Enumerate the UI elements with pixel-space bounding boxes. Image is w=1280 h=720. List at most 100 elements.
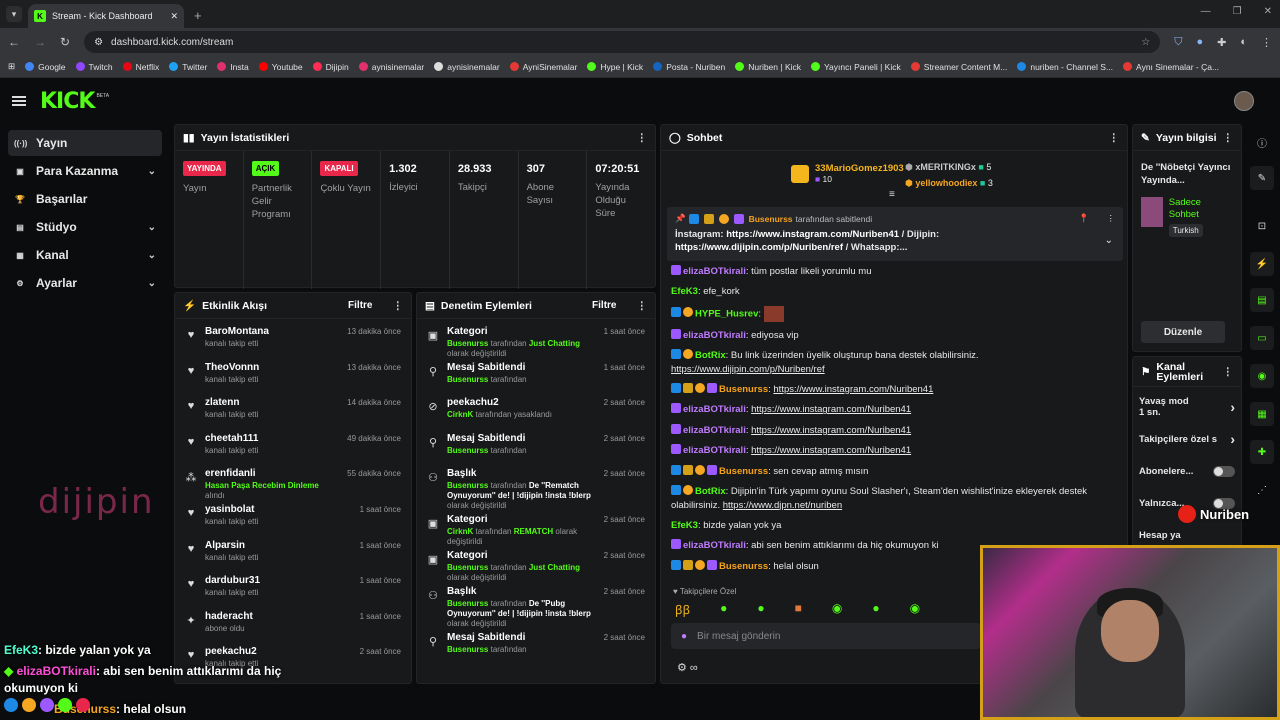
- chat-username[interactable]: Busenurss: [719, 560, 769, 572]
- unpin-icon[interactable]: 📍: [1078, 213, 1090, 223]
- browser-tab[interactable]: K Stream - Kick Dashboard ✕: [28, 4, 184, 28]
- activity-username[interactable]: TheoVonnn: [205, 361, 260, 373]
- pinned-link-dijipin[interactable]: https://www.dijipin.com/p/Nuriben/ref: [675, 242, 844, 253]
- bookmark-item[interactable]: Twitter: [169, 62, 207, 72]
- emote-3-icon[interactable]: ●: [757, 601, 765, 615]
- new-tab-icon[interactable]: +: [194, 8, 202, 23]
- activity-username[interactable]: peekachu2: [205, 646, 257, 658]
- site-info-icon[interactable]: ⚙: [94, 36, 104, 48]
- activity-more-icon[interactable]: ⋮: [392, 299, 404, 312]
- stream-info-more-icon[interactable]: ⋮: [1222, 131, 1234, 144]
- chat-username[interactable]: EfeK3: [671, 286, 698, 298]
- chat-username[interactable]: BotRix: [695, 485, 726, 497]
- emote-1-icon[interactable]: ꞵꞵ: [675, 603, 691, 617]
- bookmark-item[interactable]: Netflix: [122, 62, 159, 72]
- chat-settings-icon[interactable]: ⚙ ∞: [677, 662, 698, 674]
- bookmark-item[interactable]: Posta - Nuriben: [653, 62, 725, 72]
- close-window-icon[interactable]: ✕: [1263, 6, 1272, 17]
- chat-link[interactable]: https://www.instagram.com/Nuriben41: [751, 404, 912, 416]
- bookmark-item[interactable]: Yayıncı Paneli | Kick: [811, 62, 901, 72]
- chat-username[interactable]: elizaBOTkirali: [683, 329, 746, 341]
- emote-5-icon[interactable]: ◉: [831, 601, 843, 615]
- chat-link[interactable]: https://www.instagram.com/Nuriben41: [751, 445, 912, 457]
- bookmark-star-icon[interactable]: ☆: [1141, 36, 1151, 48]
- sidebar-item-başarılar[interactable]: 🏆 Başarılar: [8, 186, 162, 212]
- activity-username[interactable]: BaroMontana: [205, 326, 269, 337]
- chat-username[interactable]: elizaBOTkirali: [683, 266, 746, 277]
- activity-username[interactable]: erenfidanli: [205, 468, 256, 480]
- chat-link[interactable]: https://www.djpn.net/nuriben: [722, 499, 843, 511]
- activity-username[interactable]: yasinbolat: [205, 503, 255, 515]
- chat-bubble-icon[interactable]: ▭: [1250, 326, 1274, 350]
- back-icon[interactable]: ←: [8, 35, 20, 49]
- channel-action-item[interactable]: Abonelere...: [1139, 455, 1235, 487]
- chat-username[interactable]: Busenurss: [719, 465, 769, 477]
- bookmark-item[interactable]: aynisinemalar: [434, 62, 500, 72]
- bookmark-item[interactable]: Hype | Kick: [587, 62, 643, 72]
- extra-icon[interactable]: ⋰: [1257, 484, 1267, 496]
- profile-icon[interactable]: ◐: [1240, 35, 1247, 48]
- pinned-link-instagram[interactable]: https://www.instagram.com/Nuriben41: [726, 229, 900, 240]
- channel-action-item[interactable]: Takipçilere özel s ›: [1139, 423, 1235, 455]
- bookmark-item[interactable]: Streamer Content M...: [910, 62, 1007, 72]
- leader-3-name[interactable]: yellowhoodiex: [915, 178, 978, 188]
- sidebar-item-stüdyo[interactable]: ▤ Stüdyo ⌄: [8, 214, 162, 240]
- activity-filter-button[interactable]: Filtre: [348, 300, 373, 311]
- chat-link[interactable]: https://www.instagram.com/Nuriben41: [773, 383, 934, 395]
- moderation-more-icon[interactable]: ⋮: [636, 299, 648, 312]
- leader-2-name[interactable]: xMERITKINGx: [915, 162, 976, 172]
- activity-username[interactable]: zlatenn: [205, 397, 240, 409]
- activity-username[interactable]: Alparsin: [205, 539, 246, 551]
- bookmark-item[interactable]: AyniSinemalar: [509, 62, 577, 72]
- kick-logo[interactable]: KICK: [40, 88, 95, 114]
- pencil-icon[interactable]: ✎: [1250, 166, 1274, 190]
- reload-icon[interactable]: ↻: [60, 35, 71, 49]
- url-field[interactable]: ⚙ dashboard.kick.com/stream ☆: [84, 31, 1161, 53]
- bookmark-item[interactable]: Insta: [217, 62, 249, 72]
- chat-username[interactable]: Busenurss: [719, 383, 769, 395]
- chat-username[interactable]: EfeK3: [671, 519, 698, 531]
- sidebar-item-ayarlar[interactable]: ⚙ Ayarlar ⌄: [8, 270, 162, 296]
- sidebar-item-para-kazanma[interactable]: ▣ Para Kazanma ⌄: [8, 158, 162, 184]
- shield-extension-icon[interactable]: ⛉: [1174, 35, 1183, 48]
- expand-pin-chevron-icon[interactable]: ⌄: [1104, 235, 1113, 246]
- chat-input[interactable]: ● Bir mesaj gönderin: [671, 623, 981, 649]
- chat-username[interactable]: elizaBOTkirali: [683, 445, 746, 457]
- puzzle-extension-icon[interactable]: ✚: [1217, 36, 1227, 49]
- mic-icon[interactable]: ●: [681, 630, 688, 642]
- channel-actions-more-icon[interactable]: ⋮: [1222, 365, 1234, 378]
- bookmark-item[interactable]: Nuriben | Kick: [735, 62, 801, 72]
- leader-1-name[interactable]: 33MarioGomez1903: [815, 163, 904, 174]
- broadcast-signal-icon[interactable]: ◉: [1250, 364, 1274, 388]
- maximize-icon[interactable]: ❐: [1232, 6, 1242, 17]
- pinned-by-user[interactable]: Busenurss: [748, 213, 793, 224]
- sidebar-item-yayın[interactable]: ((·)) Yayın: [8, 130, 162, 156]
- pin-more-icon[interactable]: ⋮: [1106, 213, 1116, 223]
- activity-username[interactable]: cheetah111: [205, 432, 259, 444]
- channel-action-item[interactable]: Yavaş mod 1 sn. ›: [1139, 391, 1235, 423]
- activity-username[interactable]: dardubur31: [205, 575, 261, 587]
- vpn-extension-icon[interactable]: ●: [1196, 35, 1204, 48]
- tab-search-icon[interactable]: ▾: [6, 6, 22, 22]
- chat-username[interactable]: BotRix: [695, 349, 726, 361]
- activity-username[interactable]: haderacht: [205, 610, 253, 622]
- emote-7-icon[interactable]: ◉: [909, 601, 921, 615]
- capture-icon[interactable]: ⊡: [1257, 220, 1267, 232]
- bookmark-item[interactable]: Google: [25, 62, 66, 72]
- tools-icon[interactable]: ✚: [1250, 440, 1274, 464]
- bookmark-item[interactable]: Dijipin: [312, 62, 349, 72]
- channel-action-item[interactable]: Yalnızca...: [1139, 487, 1235, 519]
- close-tab-icon[interactable]: ✕: [170, 10, 178, 21]
- chat-username[interactable]: elizaBOTkirali: [683, 424, 746, 436]
- bolt-icon[interactable]: ⚡: [1250, 252, 1274, 276]
- chat-username[interactable]: elizaBOTkirali: [683, 540, 746, 552]
- chat-link[interactable]: https://www.instagram.com/Nuriben41: [751, 424, 912, 436]
- sidebar-item-kanal[interactable]: ▦ Kanal ⌄: [8, 242, 162, 268]
- emote-2-icon[interactable]: ●: [720, 601, 728, 615]
- emote-6-icon[interactable]: ●: [872, 601, 880, 615]
- toggle-switch[interactable]: [1213, 497, 1235, 509]
- stats-more-icon[interactable]: ⋮: [636, 131, 648, 144]
- archive-icon[interactable]: ▦: [1250, 402, 1274, 426]
- user-avatar[interactable]: [1234, 91, 1254, 111]
- minimize-icon[interactable]: —: [1200, 6, 1211, 17]
